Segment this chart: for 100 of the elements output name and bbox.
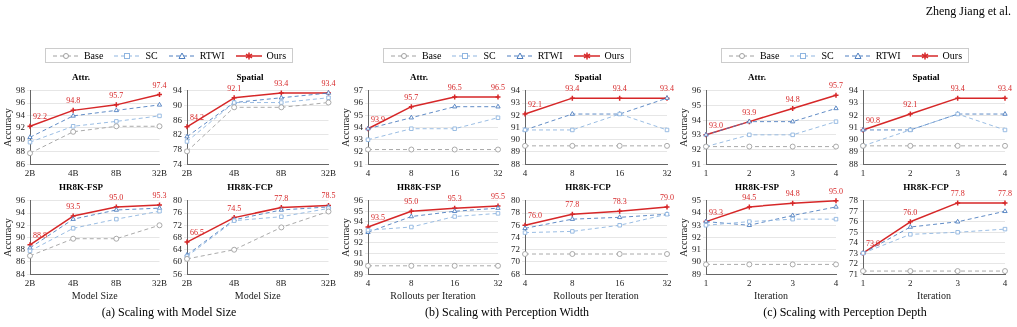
y-tick-label: 92 (354, 146, 363, 157)
y-axis-title: Accuracy (339, 108, 351, 147)
y-tick-label: 68 (511, 268, 521, 279)
data-label: 95.7 (109, 90, 124, 100)
y-tick-label: 88 (849, 158, 859, 169)
y-tick-label: 90 (16, 134, 26, 145)
x-tick-label: 4 (1002, 277, 1008, 288)
y-tick-label: 76 (173, 207, 183, 218)
x-tick-label: 4 (1002, 167, 1008, 178)
y-tick-label: 89 (692, 268, 702, 279)
y-tick-label: 90 (849, 134, 859, 145)
x-tick-label: 2 (908, 277, 913, 288)
y-tick-label: 95 (354, 205, 364, 216)
data-label: 66.5 (190, 228, 204, 238)
data-label: 93.4 (660, 84, 674, 94)
y-axis-title: Accuracy (1, 108, 13, 147)
x-tick-label: 3 (790, 277, 796, 288)
x-tick-label: 32 (662, 277, 672, 288)
x-tick-label: 4 (833, 167, 839, 178)
data-label: 93.9 (371, 114, 385, 124)
chart-title: HR8K-FSP (735, 181, 780, 192)
x-tick-label: 8 (570, 167, 576, 178)
data-label: 93.5 (371, 213, 385, 223)
x-tick-label: 3 (955, 167, 961, 178)
y-tick-label: 92 (692, 143, 701, 154)
y-tick-label: 94 (692, 207, 702, 218)
x-axis-title: Rollouts per Iteration (390, 289, 476, 301)
y-tick-label: 92 (16, 121, 25, 132)
data-label: 93.4 (612, 84, 627, 94)
text: Zheng Jiang et al. (925, 4, 1011, 19)
data-label: 79.0 (660, 193, 674, 203)
y-tick-label: 68 (173, 231, 183, 242)
chart-title: Spatial (574, 71, 602, 82)
x-tick-label: 4 (522, 167, 528, 178)
legend-label: Base (82, 50, 104, 61)
y-tick-label: 91 (354, 158, 363, 169)
y-tick-label: 89 (354, 268, 364, 279)
x-tick-label: 4 (522, 277, 528, 288)
legend-label: RTWI (536, 50, 563, 61)
text: (c) Scaling with Perception Depth (762, 305, 928, 320)
y-tick-label: 96 (692, 85, 702, 96)
data-label: 78.5 (321, 191, 336, 201)
y-tick-label: 76 (511, 219, 521, 230)
y-tick-label: 91 (511, 121, 520, 132)
y-tick-label: 92 (692, 231, 701, 242)
y-tick-label: 90 (173, 99, 183, 110)
y-tick-label: 75 (849, 226, 859, 237)
y-tick-label: 89 (511, 146, 521, 157)
legend-label: Base (420, 50, 442, 61)
y-tick-label: 73 (849, 247, 859, 258)
x-tick-label: 2B (24, 277, 36, 288)
y-tick-label: 74 (511, 231, 521, 242)
y-tick-label: 86 (173, 114, 183, 125)
x-tick-label: 32B (151, 277, 168, 288)
data-label: 76.0 (903, 207, 918, 217)
y-tick-label: 90 (692, 256, 702, 267)
data-label: 93.4 (274, 79, 289, 89)
y-tick-label: 71 (849, 268, 858, 279)
y-axis-title: Accuracy (677, 108, 689, 147)
y-tick-label: 96 (16, 195, 26, 206)
x-tick-label: 1 (703, 167, 709, 178)
legend-label: Base (758, 50, 780, 61)
x-tick-label: 2B (181, 277, 193, 288)
x-tick-label: 8 (570, 277, 576, 288)
y-tick-label: 60 (173, 256, 183, 267)
data-label: 90.8 (866, 116, 880, 126)
text: (b) Scaling with Perception Width (424, 305, 590, 320)
data-label: 93.5 (66, 202, 81, 212)
x-tick-label: 8B (111, 167, 122, 178)
x-tick-label: 2 (908, 167, 913, 178)
y-tick-label: 78 (849, 195, 859, 206)
y-tick-label: 82 (173, 129, 182, 140)
legend-label: Ours (941, 50, 963, 61)
y-tick-label: 92 (849, 109, 858, 120)
data-label: 77.8 (998, 188, 1012, 198)
x-tick-label: 2B (24, 167, 36, 178)
x-tick-label: 8 (409, 167, 415, 178)
y-axis-title: Accuracy (1, 218, 13, 257)
y-tick-label: 72 (849, 258, 858, 269)
y-tick-label: 97 (354, 85, 364, 96)
y-tick-label: 94 (16, 109, 26, 120)
x-tick-label: 32B (151, 167, 168, 178)
x-tick-label: 32 (662, 167, 672, 178)
y-tick-label: 94 (849, 85, 859, 96)
legend-label: RTWI (874, 50, 901, 61)
data-label: 93.0 (709, 120, 723, 130)
data-label: 77.8 (565, 200, 580, 210)
y-tick-label: 78 (511, 207, 521, 218)
y-tick-label: 91 (692, 158, 701, 169)
x-tick-label: 8B (111, 277, 122, 288)
y-axis-title: Accuracy (339, 218, 351, 257)
y-tick-label: 94 (354, 121, 364, 132)
chart-title: HR8K-FCP (565, 181, 612, 192)
data-label: 78.3 (612, 197, 627, 207)
y-tick-label: 93 (692, 219, 702, 230)
y-tick-label: 94 (511, 85, 521, 96)
y-tick-label: 96 (354, 195, 364, 206)
data-label: 77.8 (274, 193, 289, 203)
data-label: 74.5 (227, 203, 242, 213)
y-tick-label: 91 (692, 244, 701, 255)
